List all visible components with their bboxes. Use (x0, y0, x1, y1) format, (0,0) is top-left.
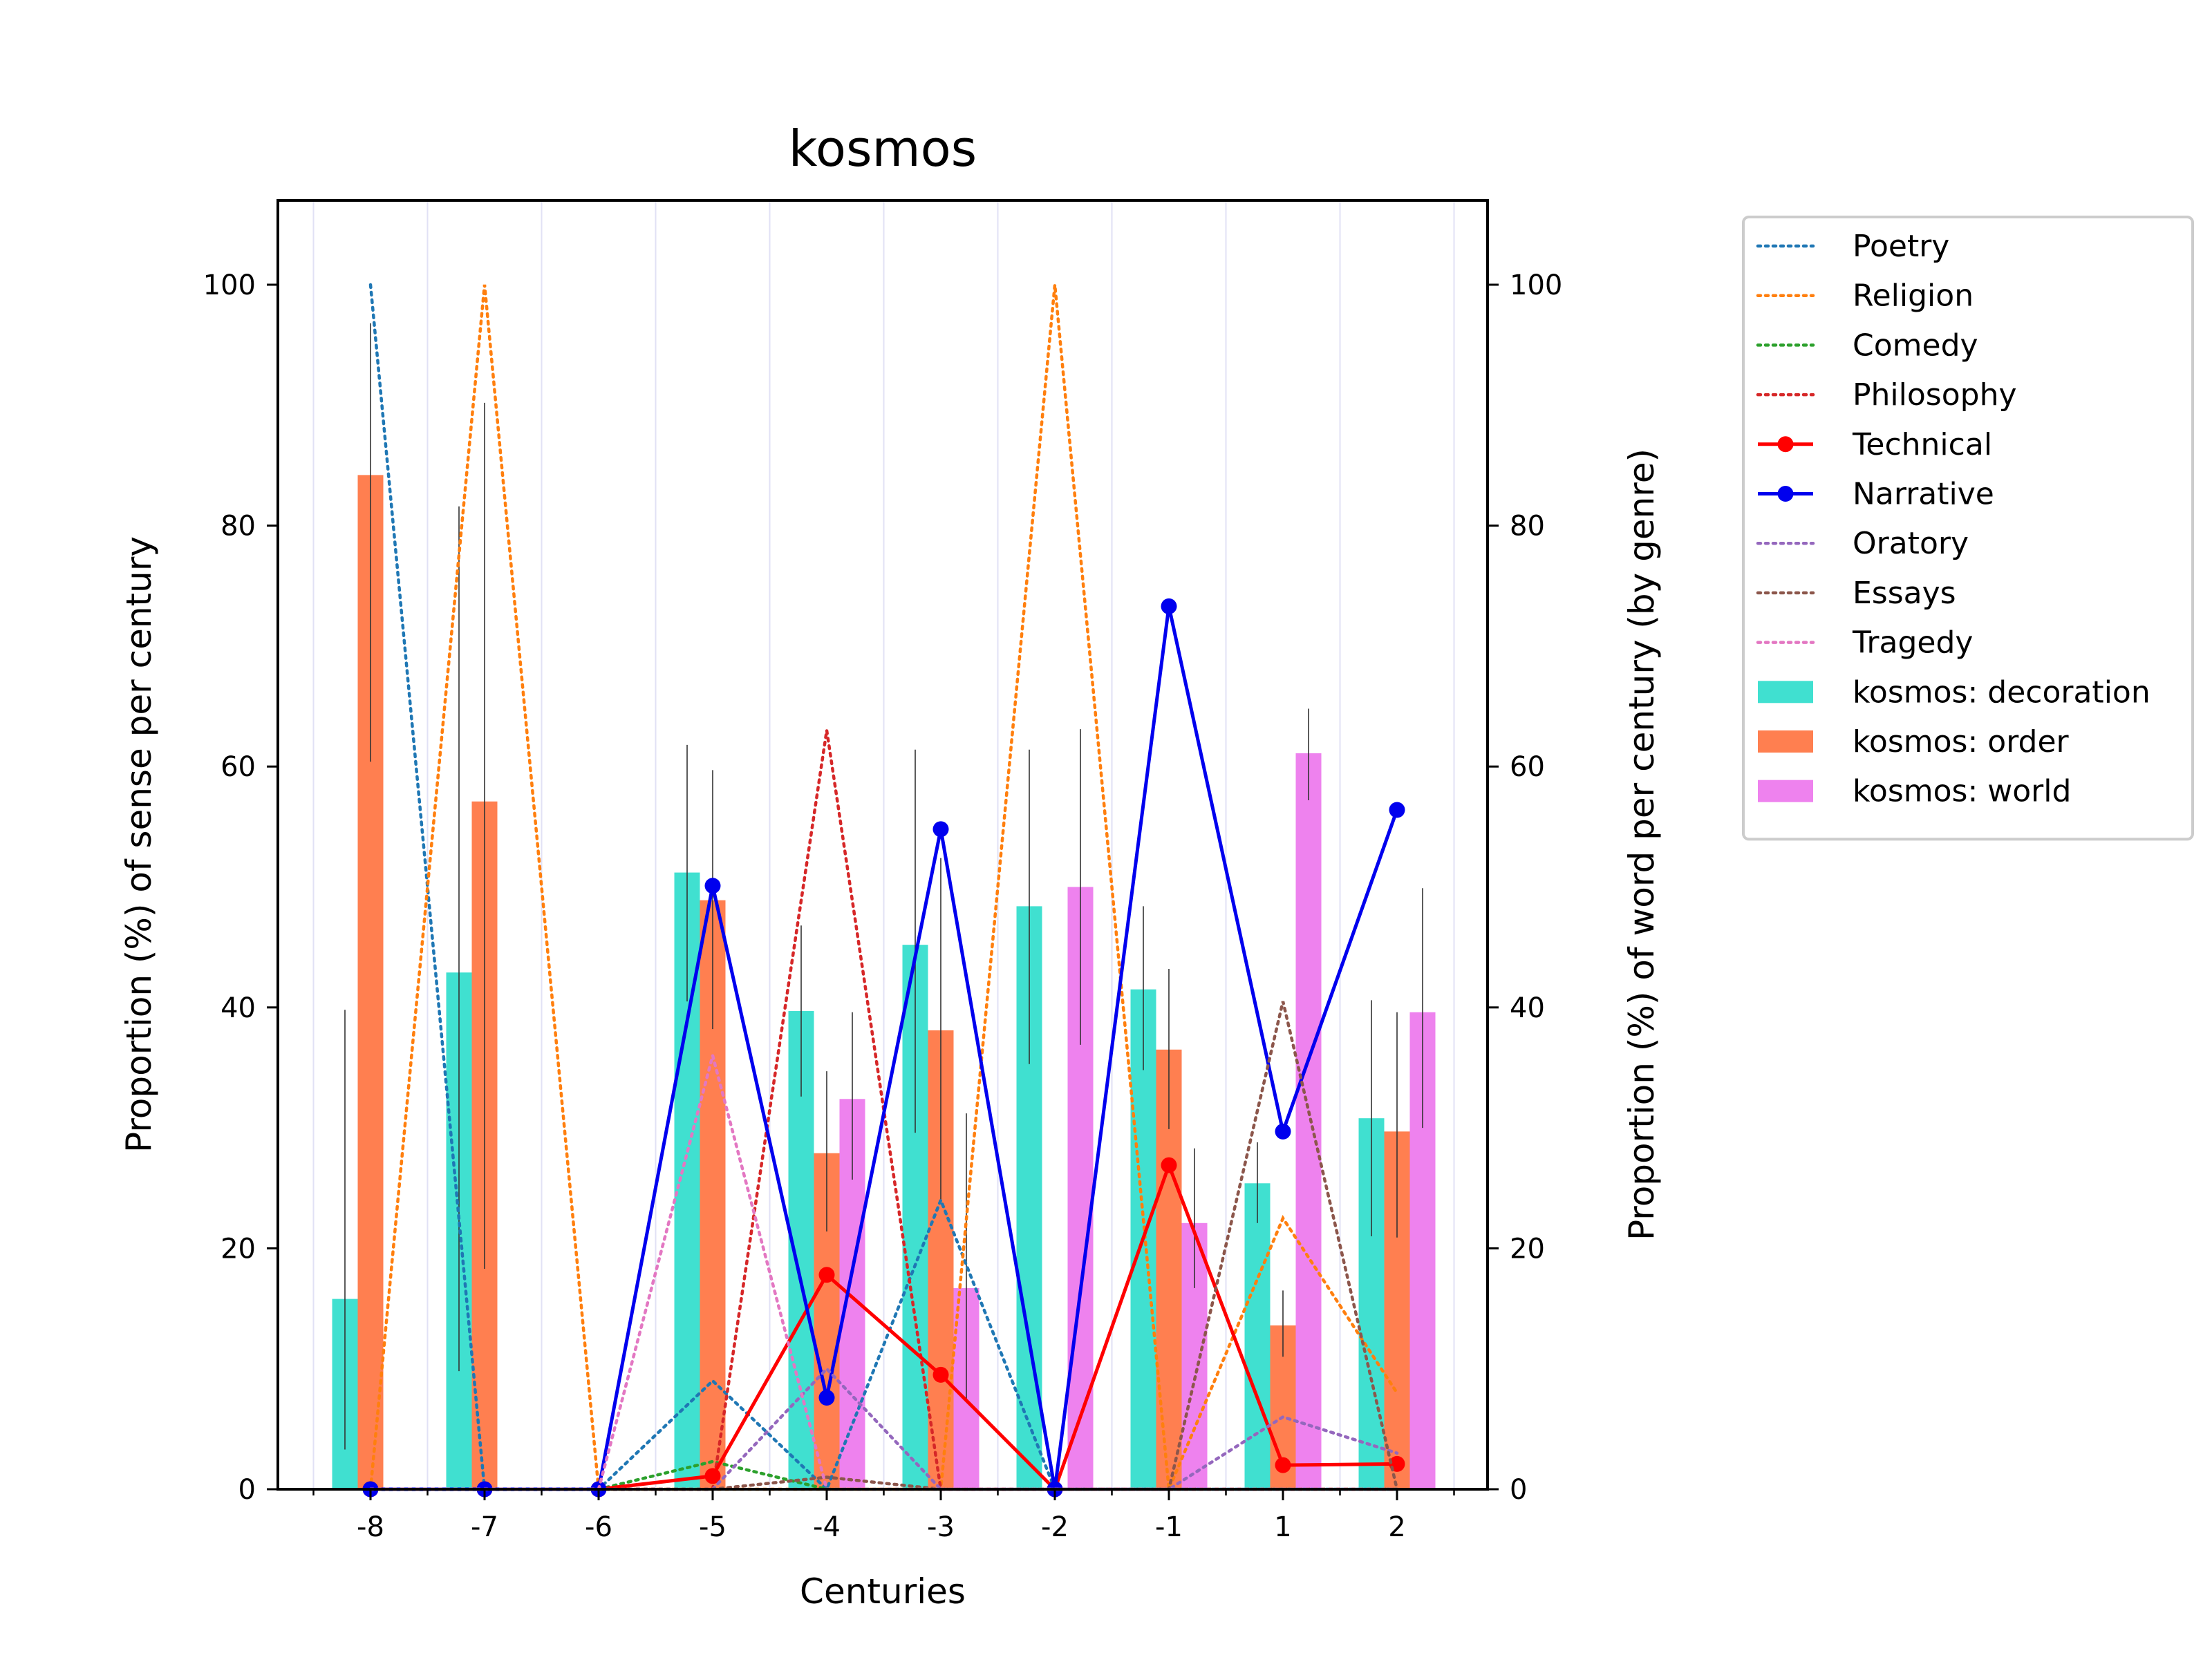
legend-entry: Religion (1756, 278, 1974, 314)
y-tick-label-right: 40 (1510, 992, 1545, 1024)
legend-label: Narrative (1853, 477, 1994, 512)
x-tick-label: -1 (1155, 1511, 1183, 1543)
series-marker (932, 1366, 949, 1383)
y-tick-label-left: 80 (221, 511, 256, 542)
y-tick-label-left: 0 (238, 1474, 256, 1506)
legend-marker (1777, 486, 1794, 502)
y-tick-label-left: 60 (221, 751, 256, 783)
x-tick-label: 2 (1388, 1511, 1405, 1543)
series-marker (1389, 802, 1405, 818)
legend-entry: Narrative (1758, 477, 1994, 512)
series-marker (818, 1267, 835, 1283)
legend-swatch (1758, 730, 1813, 753)
y-tick-label-left: 40 (221, 992, 256, 1024)
legend-entry: kosmos: world (1758, 774, 2071, 809)
x-tick-label: 1 (1274, 1511, 1291, 1543)
y-tick-label-right: 80 (1510, 511, 1545, 542)
legend-label: Philosophy (1853, 377, 2017, 413)
legend: Poetry Religion Comedy Philosophy Technical N… (1742, 216, 2194, 841)
chart-title: kosmos (789, 120, 977, 178)
legend-entry: kosmos: decoration (1758, 674, 2150, 710)
x-tick-label: -3 (927, 1511, 955, 1543)
bar (1295, 753, 1322, 1489)
legend-entry: Tragedy (1756, 625, 1973, 661)
series-marker (1275, 1123, 1291, 1140)
grid-layer (312, 200, 1455, 1489)
y-tick-label-right: 20 (1510, 1233, 1545, 1265)
legend-label: kosmos: decoration (1853, 674, 2150, 710)
legend-entry: Poetry (1756, 229, 1949, 264)
error-bar-layer (344, 323, 1423, 1450)
y-axis-label-right: Proportion (%) of word per century (by g… (1622, 448, 1662, 1240)
legend-label: Oratory (1853, 526, 1969, 561)
legend-entry: Comedy (1756, 328, 1978, 363)
x-tick-label: -7 (471, 1511, 498, 1543)
legend-label: Comedy (1853, 328, 1978, 363)
y-tick-label-left: 100 (203, 270, 256, 301)
legend-swatch (1758, 681, 1813, 703)
legend-entry: Technical (1758, 427, 1992, 462)
legend-entry: Oratory (1756, 526, 1969, 561)
series-marker (932, 821, 949, 838)
legend-frame (1742, 216, 2194, 841)
series-marker (1161, 598, 1177, 614)
legend-entry: Philosophy (1756, 377, 2017, 413)
legend-marker (1777, 436, 1794, 453)
x-tick-label: -8 (357, 1511, 384, 1543)
legend-label: kosmos: order (1853, 724, 2070, 759)
y-tick-label-right: 100 (1510, 270, 1562, 301)
legend-label: Poetry (1853, 229, 1949, 264)
legend-label: Technical (1852, 427, 1992, 462)
series-marker (818, 1390, 835, 1406)
series-marker (1275, 1457, 1291, 1473)
legend-label: Religion (1853, 278, 1974, 314)
series-marker (704, 878, 721, 894)
series-marker (1161, 1157, 1177, 1173)
bar (1244, 1183, 1271, 1489)
x-tick-label: -6 (585, 1511, 612, 1543)
y-tick-label-right: 60 (1510, 751, 1545, 783)
y-tick-label-right: 0 (1510, 1474, 1527, 1506)
y-axis-label-left: Proportion (%) of sense per century (119, 536, 159, 1153)
legend-label: Essays (1853, 576, 1956, 611)
legend-label: kosmos: world (1853, 774, 2071, 809)
plot-frame (276, 199, 1489, 1491)
x-tick-label: -5 (699, 1511, 727, 1543)
x-tick-label: -2 (1041, 1511, 1069, 1543)
series-marker (704, 1468, 721, 1484)
x-axis-label: Centuries (800, 1571, 966, 1612)
legend-entry: Essays (1756, 576, 1956, 611)
x-tick-label: -4 (813, 1511, 841, 1543)
y-tick-label-left: 20 (221, 1233, 256, 1265)
legend-swatch (1758, 780, 1813, 802)
legend-label: Tragedy (1852, 625, 1973, 661)
legend-entry: kosmos: order (1758, 724, 2070, 759)
